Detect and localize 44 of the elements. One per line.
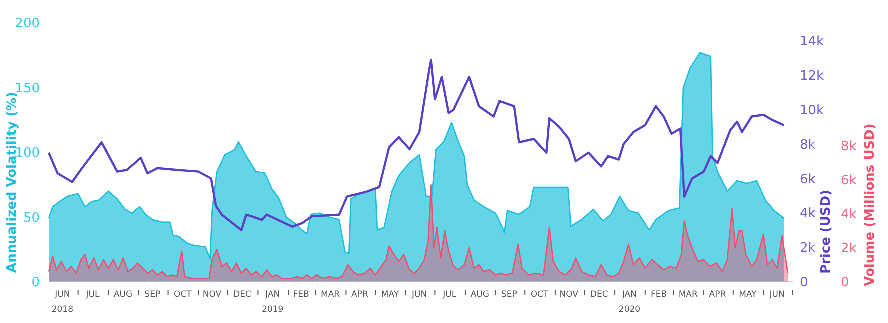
y3-tick-label: 8k bbox=[841, 140, 858, 155]
x-tick-label: JAN 2020 bbox=[618, 290, 641, 315]
x-tick-label: JUN bbox=[410, 290, 428, 300]
x-tick-label: JUN bbox=[768, 290, 785, 300]
x-tick-label: JUL bbox=[85, 290, 100, 300]
x-tick-label: MAY bbox=[739, 290, 758, 300]
y2-tick-label: 12k bbox=[800, 68, 825, 84]
x-tick-label: JUL bbox=[442, 290, 457, 300]
y3-tick-label: 4k bbox=[841, 208, 858, 223]
y2-axis-title: Price (USD) bbox=[819, 190, 834, 274]
y3-tick-label: 6k bbox=[841, 174, 858, 189]
x-tick-label: FEB bbox=[651, 290, 668, 300]
line-series bbox=[48, 58, 786, 232]
y2-tick-label: 0 bbox=[800, 276, 808, 291]
y-tick-label: 200 bbox=[15, 16, 40, 32]
x-tick-label: NOV bbox=[202, 290, 222, 300]
x-tick-label: JAN 2019 bbox=[262, 290, 284, 315]
x-tick-label: DEC bbox=[590, 290, 608, 300]
x-tick-label: AUG bbox=[470, 290, 490, 300]
x-tick-label: JUN 2018 bbox=[52, 290, 74, 315]
x-tick-label: APR bbox=[351, 290, 368, 300]
x-tick-label: SEP bbox=[144, 290, 161, 300]
y2-tick-label: 2k bbox=[800, 241, 816, 256]
x-tick-label: SEP bbox=[502, 290, 518, 300]
x-tick-label: MAY bbox=[381, 290, 400, 300]
x-tick-label: OCT bbox=[530, 290, 550, 300]
x-tick-label: DEC bbox=[234, 290, 252, 300]
x-tick-label: NOV bbox=[560, 290, 579, 300]
x-tick-label: MAR bbox=[678, 290, 698, 300]
y3-axis-title: Volume (Millions USD) bbox=[863, 124, 878, 286]
x-tick-label: AUG bbox=[114, 290, 133, 300]
y2-tick-label: 10k bbox=[800, 103, 825, 118]
x-tick-label: FEB bbox=[293, 290, 310, 300]
y2-tick-label: 14k bbox=[800, 34, 825, 50]
x-tick-label: APR bbox=[709, 290, 726, 300]
y3-tick-label: 0 bbox=[841, 276, 850, 291]
y2-tick-label: 6k bbox=[800, 172, 816, 188]
x-tick-label: MAR bbox=[321, 290, 340, 300]
x-tick-label: OCT bbox=[174, 290, 193, 300]
y2-tick-label: 4k bbox=[800, 206, 816, 222]
y3-tick-label: 2k bbox=[841, 242, 858, 257]
y-tick-label: 50 bbox=[23, 210, 40, 226]
y2-tick-label: 8k bbox=[800, 138, 816, 153]
y-tick-label: 0 bbox=[32, 276, 40, 291]
